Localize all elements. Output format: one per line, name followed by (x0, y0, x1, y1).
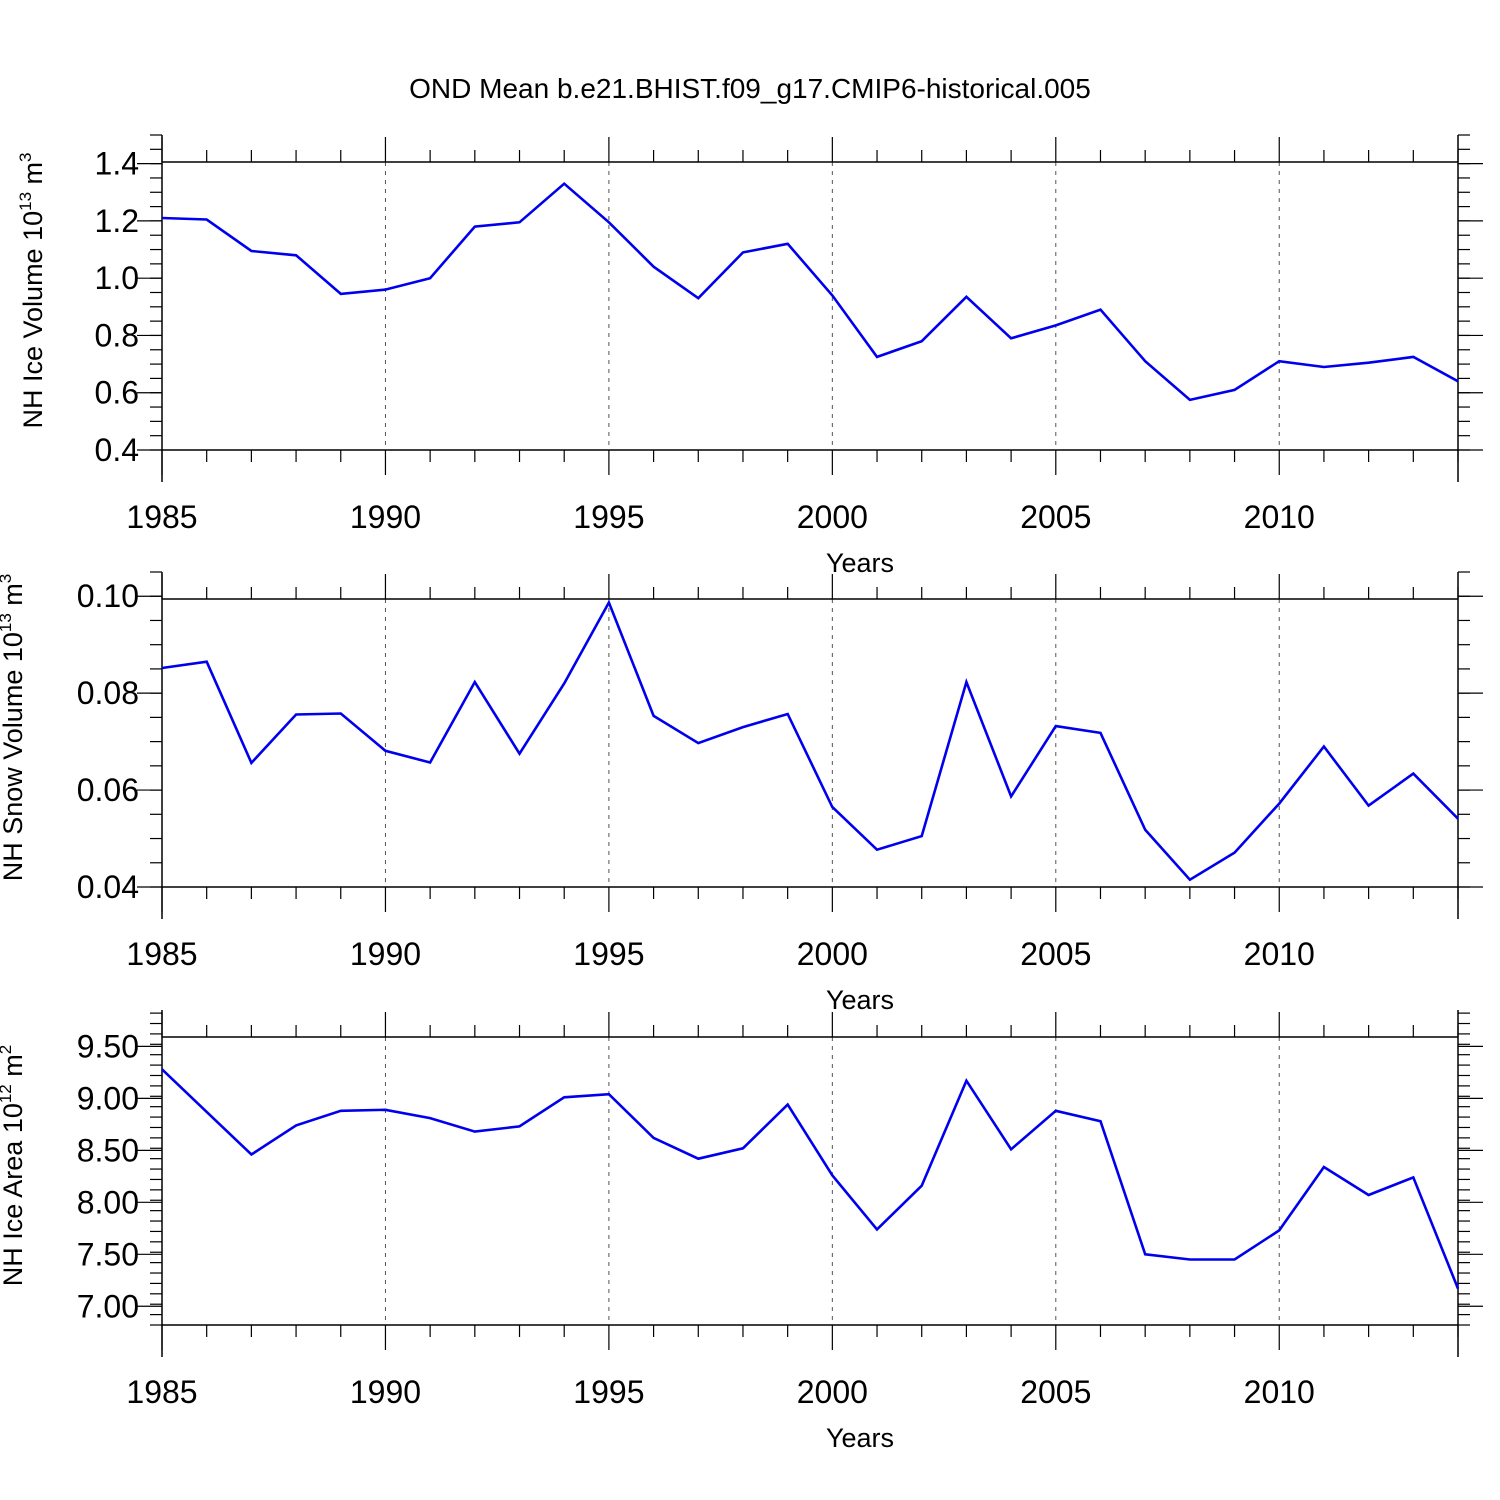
x-axis-label: Years (826, 548, 894, 578)
x-tick-label: 1995 (573, 936, 644, 972)
panel-1: 1985 1990 1995 2000 2005 2010 Years 0.4 0.6 0.8 1.… (16, 134, 1483, 578)
y-tick-label: 0.10 (77, 578, 139, 614)
y-tick-label: 0.08 (77, 675, 139, 711)
y-axis-label: NH Ice Volume 1013 m3 (16, 153, 48, 429)
x-axis-label: Years (826, 1423, 894, 1453)
x-tick-label: 2010 (1244, 499, 1315, 535)
x-tick-label: 2000 (797, 1374, 868, 1410)
chart-panels: 1985 1990 1995 2000 2005 2010 Years 0.4 0.6 0.8 1.… (0, 134, 1483, 1453)
y-axis-label: NH Ice Area 1012 m2 (0, 1045, 28, 1286)
x-tick-label: 2005 (1020, 936, 1091, 972)
y-tick-label: 0.4 (95, 432, 139, 468)
x-tick-label: 2010 (1244, 1374, 1315, 1410)
panel-2: 1985 1990 1995 2000 2005 2010 Years 0.04 0.06 0.0… (0, 571, 1483, 1015)
y-tick-label: 0.6 (95, 375, 139, 411)
y-tick-label: 1.0 (95, 260, 139, 296)
y-tick-label: 0.04 (77, 869, 139, 905)
y-tick-label: 7.00 (77, 1288, 139, 1324)
x-tick-label: 1990 (350, 1374, 421, 1410)
x-tick-label: 2010 (1244, 936, 1315, 972)
y-axis-label: NH Snow Volume 1013 m3 (0, 574, 28, 882)
y-tick-label: 1.2 (95, 203, 139, 239)
y-tick-label: 1.4 (95, 146, 139, 182)
x-tick-label: 1985 (126, 499, 197, 535)
x-tick-label: 1990 (350, 499, 421, 535)
chart-title: OND Mean b.e21.BHIST.f09_g17.CMIP6-histo… (409, 73, 1091, 104)
x-tick-label: 1985 (126, 936, 197, 972)
y-tick-label: 9.50 (77, 1028, 139, 1064)
series-line (161, 599, 1459, 882)
y-tick-label: 0.06 (77, 772, 139, 808)
y-tick-label: 7.50 (77, 1236, 139, 1272)
series-line (161, 1068, 1460, 1290)
x-tick-label: 1985 (126, 1374, 197, 1410)
y-tick-label: 8.00 (77, 1184, 139, 1220)
x-tick-label: 1990 (350, 936, 421, 972)
y-tick-label: 9.00 (77, 1080, 139, 1116)
series-line (161, 181, 1459, 402)
x-tick-label: 2000 (797, 936, 868, 972)
panel-3: 1985 1990 1995 2000 2005 2010 Years 7.00 7.50 8.0… (0, 1010, 1483, 1453)
x-tick-label: 2005 (1020, 499, 1091, 535)
x-tick-label: 1995 (573, 1374, 644, 1410)
x-axis-label: Years (826, 985, 894, 1015)
x-tick-label: 2000 (797, 499, 868, 535)
y-tick-label: 8.50 (77, 1132, 139, 1168)
x-tick-label: 2005 (1020, 1374, 1091, 1410)
x-tick-label: 1995 (573, 499, 644, 535)
y-tick-label: 0.8 (95, 317, 139, 353)
